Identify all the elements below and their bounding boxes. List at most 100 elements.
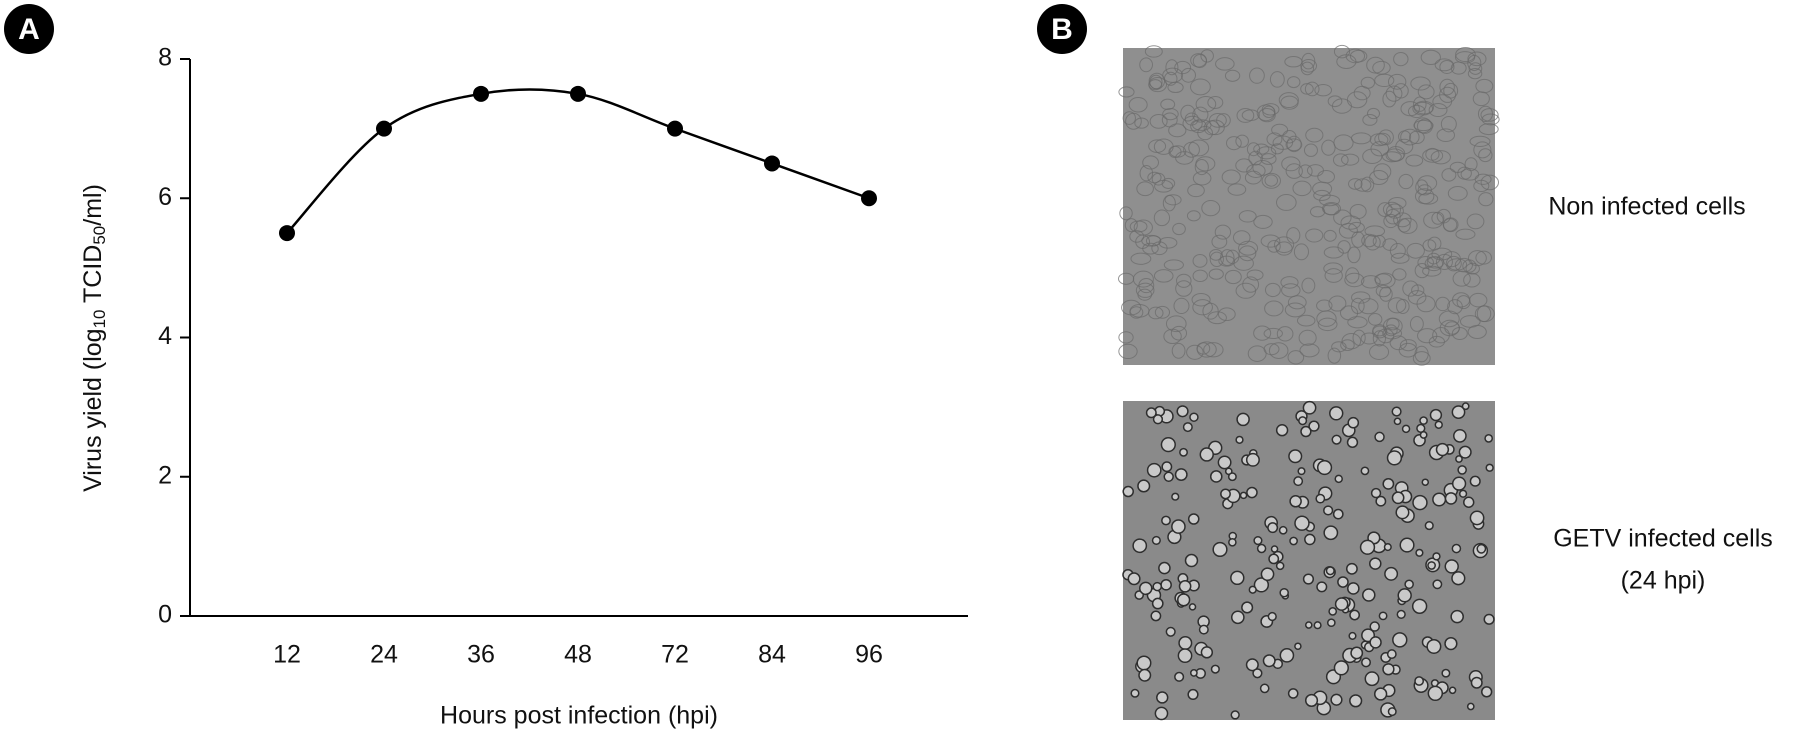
cell xyxy=(1411,284,1425,297)
cell xyxy=(1162,108,1179,121)
cell xyxy=(1261,172,1282,189)
cell xyxy=(1300,425,1312,438)
cell xyxy=(1267,240,1281,253)
cell xyxy=(1252,668,1263,679)
cell xyxy=(1192,171,1212,186)
cell xyxy=(1361,233,1377,248)
cell xyxy=(1348,631,1357,640)
cell xyxy=(1360,466,1370,476)
cell xyxy=(1390,252,1410,264)
cell xyxy=(1268,553,1280,565)
cell xyxy=(1340,339,1355,352)
cell xyxy=(1473,179,1490,193)
cell xyxy=(1405,154,1424,167)
cell xyxy=(1327,95,1343,108)
cell xyxy=(1417,184,1432,196)
cell xyxy=(1248,585,1257,594)
cell xyxy=(1409,315,1424,332)
cell xyxy=(1382,90,1397,108)
x-tick-label: 96 xyxy=(855,641,883,669)
cell xyxy=(1190,78,1211,96)
cell xyxy=(1276,326,1294,342)
cell xyxy=(1341,333,1362,350)
cell xyxy=(1360,76,1376,89)
cell xyxy=(1420,49,1441,66)
cell xyxy=(1275,423,1289,437)
cell xyxy=(1136,181,1154,197)
y-axis-label: Virus yield (log10 TCID50/ml) xyxy=(79,184,110,492)
cell xyxy=(1467,54,1482,72)
cell xyxy=(1245,658,1259,672)
point xyxy=(667,120,683,137)
cell xyxy=(1382,477,1395,490)
cell xyxy=(1264,300,1284,317)
cell xyxy=(1313,189,1331,201)
cell xyxy=(1121,299,1142,316)
cell xyxy=(1287,350,1305,365)
cell xyxy=(1151,597,1164,610)
cell xyxy=(1230,710,1240,720)
cell xyxy=(1392,632,1408,648)
cell xyxy=(1341,153,1360,166)
cell xyxy=(1321,139,1336,156)
cell xyxy=(1118,343,1138,360)
cell xyxy=(1207,311,1227,325)
cell xyxy=(1339,305,1359,321)
cell xyxy=(1203,120,1220,136)
cell xyxy=(1189,669,1198,677)
cell xyxy=(1398,342,1418,358)
cell xyxy=(1227,472,1237,482)
cell xyxy=(1300,58,1318,73)
cell xyxy=(1260,567,1275,582)
cell xyxy=(1418,192,1439,205)
cell xyxy=(1278,525,1288,535)
cell xyxy=(1253,535,1263,546)
cell xyxy=(1227,183,1247,196)
cell xyxy=(1429,408,1443,422)
cell xyxy=(1298,329,1317,346)
cell xyxy=(1132,270,1154,288)
y-label-part: TCID xyxy=(79,245,107,310)
cell xyxy=(1435,442,1450,457)
cell xyxy=(1452,270,1471,287)
cell xyxy=(1381,151,1402,163)
y-label-part: /ml) xyxy=(79,184,107,226)
cell xyxy=(1374,431,1385,443)
cell xyxy=(1278,92,1299,109)
cell xyxy=(1432,552,1441,561)
cell xyxy=(1162,67,1184,83)
cell xyxy=(1414,676,1425,686)
cell xyxy=(1235,158,1253,173)
cell xyxy=(1164,194,1182,206)
cell xyxy=(1350,646,1364,660)
cell xyxy=(1474,173,1492,185)
cell xyxy=(1281,156,1301,172)
cell xyxy=(1138,277,1155,294)
cell xyxy=(1209,470,1223,483)
cell xyxy=(1301,277,1316,294)
cell xyxy=(1366,107,1381,120)
cell xyxy=(1401,424,1411,434)
cell xyxy=(1236,412,1250,427)
cell xyxy=(1453,428,1467,443)
cell xyxy=(1203,342,1224,358)
cell xyxy=(1346,436,1359,449)
cell xyxy=(1152,414,1164,425)
cell xyxy=(1187,688,1199,701)
cell xyxy=(1412,351,1431,366)
cell xyxy=(1440,115,1457,133)
cell xyxy=(1480,686,1493,698)
cell xyxy=(1435,296,1451,312)
cell xyxy=(1372,330,1386,347)
cell xyxy=(1150,610,1162,622)
cell xyxy=(1226,136,1242,151)
y-tick-label: 4 xyxy=(158,322,172,350)
cell xyxy=(1308,420,1320,432)
cell xyxy=(1428,102,1448,118)
cell xyxy=(1447,299,1463,315)
cell xyxy=(1476,543,1487,554)
cell xyxy=(1466,213,1485,230)
y-tick-label: 0 xyxy=(158,601,172,629)
cell xyxy=(1464,157,1478,172)
cell xyxy=(1399,537,1415,553)
